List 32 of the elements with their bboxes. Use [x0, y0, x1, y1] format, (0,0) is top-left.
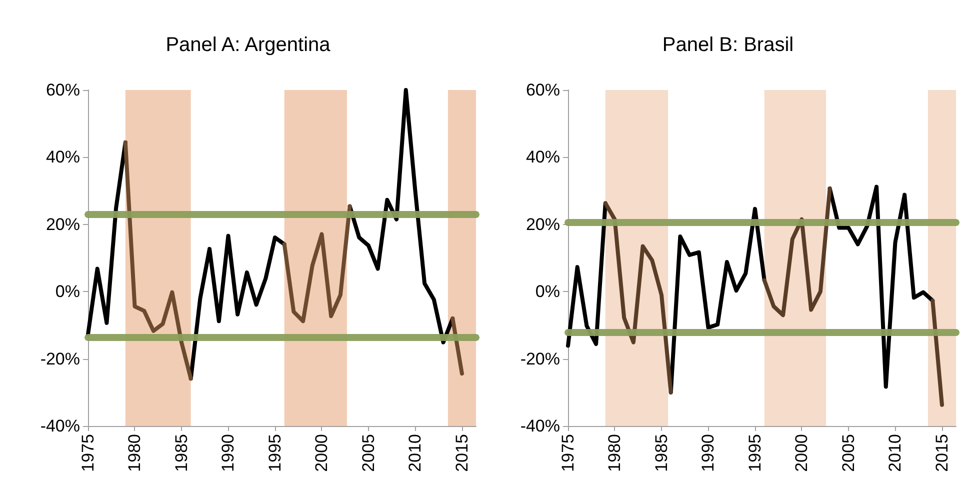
x-tick-label: 2000	[792, 434, 812, 472]
x-tick-label: 1975	[78, 434, 98, 472]
x-tick-label: 2010	[886, 434, 905, 472]
x-tick-label: 2015	[452, 434, 472, 472]
y-tick-label: 20%	[46, 214, 80, 234]
y-tick-label: 40%	[46, 148, 80, 167]
x-tick-label: 1985	[172, 434, 191, 472]
y-tick-label: -20%	[520, 349, 560, 368]
x-tick-label: 1985	[652, 434, 671, 472]
y-tick-label: 0%	[535, 282, 560, 302]
x-tick-label: 1980	[125, 434, 144, 472]
x-tick-label: 1975	[558, 434, 578, 472]
x-tick-label: 2005	[838, 434, 858, 472]
y-tick-label: -40%	[40, 416, 80, 436]
chart-title: Panel A: Argentina	[166, 34, 332, 56]
y-tick-label: 0%	[55, 282, 80, 302]
x-tick-label: 1990	[698, 434, 718, 472]
x-tick-label: 2010	[406, 434, 425, 472]
x-tick-label: 2000	[312, 434, 332, 472]
x-tick-label: 2015	[932, 434, 952, 472]
x-tick-label: 1980	[605, 434, 624, 472]
chart-title: Panel B: Brasil	[662, 34, 794, 56]
y-tick-label: -40%	[520, 416, 560, 436]
x-tick-label: 1995	[265, 434, 284, 472]
y-tick-label: 20%	[526, 214, 560, 234]
x-tick-label: 2005	[358, 434, 378, 472]
x-tick-label: 1995	[745, 434, 764, 472]
x-tick-label: 1990	[218, 434, 238, 472]
y-tick-label: 60%	[526, 80, 560, 100]
y-tick-label: -20%	[40, 349, 80, 368]
y-tick-label: 40%	[526, 148, 560, 167]
y-tick-label: 60%	[46, 80, 80, 100]
